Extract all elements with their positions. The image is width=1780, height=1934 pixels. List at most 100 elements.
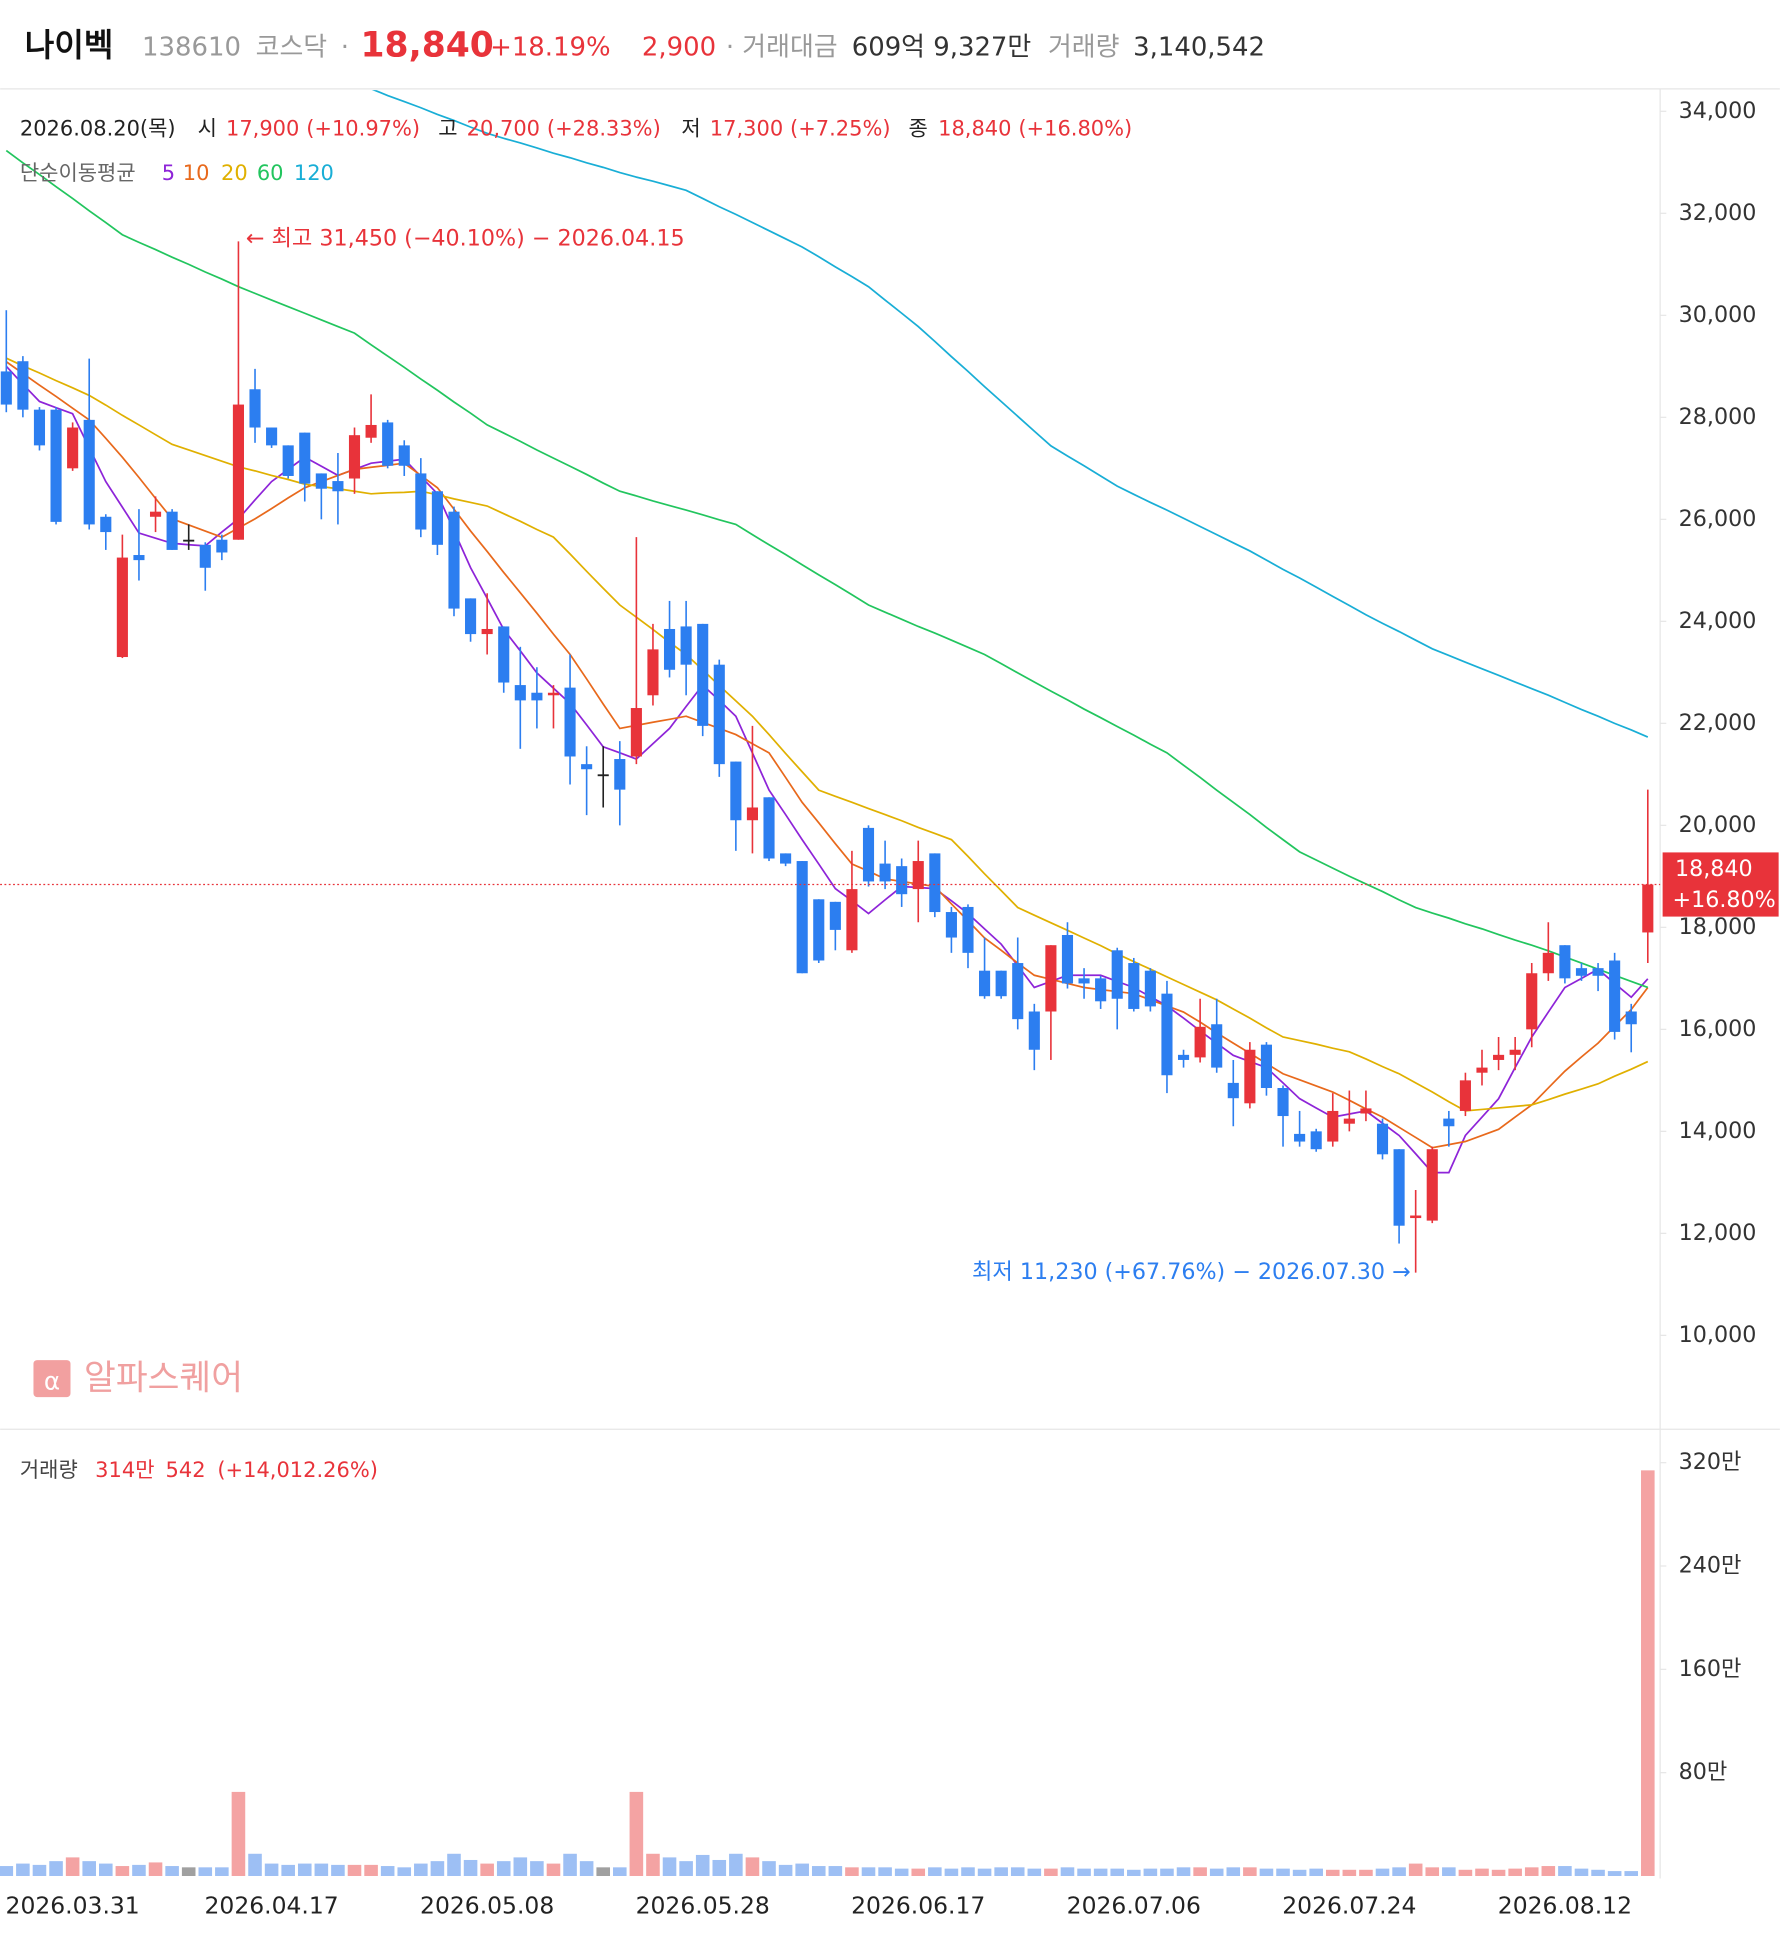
last-change: +16.80% — [1672, 887, 1775, 913]
volume-bar — [82, 1861, 97, 1876]
candle-body — [1211, 1024, 1223, 1068]
candle-body — [846, 889, 858, 951]
x-tick-label: 2026.04.17 — [204, 1891, 338, 1919]
candle-body — [199, 544, 211, 568]
y-tick-label: 320만 — [1679, 1449, 1742, 1475]
candle-body — [216, 539, 228, 553]
legend-entry: 120 — [294, 161, 334, 185]
volume-bar — [248, 1853, 262, 1876]
volume-info: (+14,012.26%) — [217, 1458, 378, 1482]
volume-bar — [778, 1864, 793, 1876]
x-tick-label: 2026.07.24 — [1282, 1891, 1416, 1919]
y-tick-label: 34,000 — [1679, 98, 1757, 124]
candle-body — [929, 853, 941, 913]
x-tick-label: 2026.06.17 — [851, 1891, 985, 1919]
volume-bar — [380, 1866, 395, 1876]
volume-bar — [1442, 1867, 1456, 1876]
candle-body — [1526, 973, 1538, 1030]
watermark: 알파스퀘어 — [84, 1358, 243, 1398]
candle-body — [481, 628, 493, 635]
volume-bar — [32, 1864, 47, 1876]
candle-body — [1244, 1049, 1256, 1104]
volume-bar — [1458, 1869, 1473, 1876]
candle-body — [862, 827, 875, 882]
volume-bar — [414, 1863, 428, 1876]
candle-body — [896, 866, 908, 895]
y-tick-label: 22,000 — [1679, 710, 1757, 736]
ma-line — [371, 90, 1649, 738]
candle-body — [299, 432, 311, 484]
candle-body — [1327, 1110, 1339, 1142]
volume-bar — [314, 1863, 329, 1876]
candle-body — [979, 970, 991, 997]
candle-body — [116, 557, 128, 658]
change: 2,900 — [642, 33, 716, 63]
volume-bar — [1193, 1867, 1207, 1876]
y-tick-label: 28,000 — [1679, 404, 1757, 430]
candle-body — [266, 427, 278, 446]
y-tick-label: 32,000 — [1679, 200, 1757, 226]
candle-body — [415, 473, 427, 530]
volume-bar — [430, 1861, 445, 1876]
volume-bar — [613, 1867, 627, 1876]
ma-line — [5, 361, 1649, 1149]
volume-info: 314만 — [95, 1458, 154, 1482]
candle-body — [1260, 1044, 1272, 1089]
volume-bar — [1010, 1867, 1025, 1876]
candle-body — [1592, 968, 1604, 976]
ohlc-name: 종 — [909, 117, 928, 141]
volume-bar — [513, 1857, 528, 1876]
candle-body — [398, 445, 410, 466]
candle-body — [1609, 960, 1621, 1032]
legend-entry: 20 — [221, 161, 248, 185]
candle-body — [1161, 993, 1173, 1076]
annotation: 최저 11,230 (+67.76%) − 2026.07.30 → — [972, 1259, 1411, 1285]
volume-bar — [1342, 1869, 1357, 1876]
volume-bar — [1160, 1868, 1174, 1876]
volume-bar — [1524, 1867, 1539, 1876]
volume-bar — [181, 1867, 196, 1876]
volume-bar — [231, 1791, 246, 1876]
volume-bar — [463, 1859, 478, 1876]
y-tick-label: 26,000 — [1679, 506, 1757, 532]
y-tick-label: 30,000 — [1679, 302, 1757, 328]
volume-bar — [1226, 1867, 1241, 1876]
volume-bar — [1375, 1868, 1390, 1876]
candle-body — [232, 404, 244, 540]
candle-body — [332, 481, 344, 492]
volume-bar — [1574, 1868, 1589, 1876]
volume-bar — [1325, 1869, 1340, 1876]
legend-entry: 5 — [162, 161, 175, 185]
volume-bar — [1127, 1869, 1141, 1876]
candle-body — [315, 473, 327, 489]
candle-body — [1177, 1054, 1190, 1060]
candle-body — [100, 516, 112, 533]
candle-body — [1410, 1215, 1422, 1219]
volume-bar — [530, 1861, 544, 1876]
x-tick-label: 2026.05.08 — [420, 1891, 554, 1919]
y-tick-label: 16,000 — [1679, 1016, 1757, 1042]
ohlc-value: 17,900 — [226, 117, 299, 141]
volume-bar — [115, 1866, 130, 1876]
candle-body — [1575, 968, 1588, 976]
volume-bar — [1243, 1867, 1257, 1876]
candle-body — [382, 422, 394, 466]
candle-body — [1459, 1080, 1471, 1111]
volume-bar — [961, 1867, 975, 1876]
logo-icon — [33, 1360, 71, 1398]
candle-body — [614, 759, 626, 790]
volume-bar — [215, 1867, 229, 1876]
volume-bar — [1077, 1868, 1091, 1876]
volume-bar — [1276, 1868, 1290, 1876]
volume-bar — [712, 1859, 727, 1876]
change-rate: +18.19% — [490, 33, 611, 63]
candle-body — [465, 598, 477, 635]
candle-body — [746, 807, 758, 821]
volume-bar — [1607, 1871, 1622, 1876]
volume-bar — [281, 1864, 295, 1876]
volume-bar — [795, 1863, 809, 1876]
volume-bar — [1292, 1869, 1307, 1876]
candle-body — [1509, 1049, 1521, 1055]
last-price: 18,840 — [1675, 856, 1753, 882]
